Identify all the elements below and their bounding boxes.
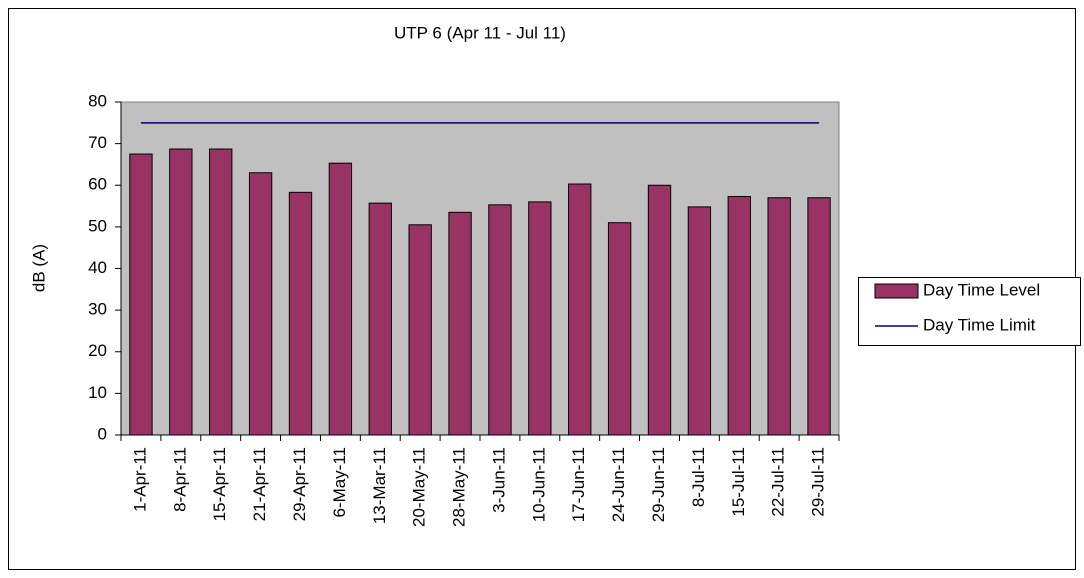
bar bbox=[209, 148, 233, 436]
x-tick-label: 8-Jul-11 bbox=[689, 447, 708, 507]
bar bbox=[129, 153, 153, 436]
x-tick-label: 3-Jun-11 bbox=[489, 447, 508, 513]
x-tick-label: 15-Jul-11 bbox=[729, 447, 748, 517]
bar bbox=[408, 224, 432, 436]
bar bbox=[288, 191, 313, 436]
bar bbox=[528, 201, 552, 436]
x-tick-label: 8-Apr-11 bbox=[170, 447, 189, 512]
y-tick-label: 70 bbox=[88, 133, 107, 152]
bar bbox=[368, 202, 392, 436]
x-tick-label: 13-Mar-11 bbox=[370, 447, 389, 524]
legend-swatch bbox=[874, 283, 919, 299]
bar bbox=[169, 148, 193, 436]
y-tick-label: 40 bbox=[88, 258, 107, 277]
bar bbox=[727, 195, 751, 436]
bar bbox=[767, 197, 791, 436]
y-tick-label: 60 bbox=[88, 175, 107, 194]
plot-area bbox=[120, 101, 840, 436]
bar bbox=[328, 162, 353, 436]
x-tick-label: 15-Apr-11 bbox=[210, 447, 229, 521]
bar bbox=[647, 184, 672, 436]
x-tick-label: 24-Jun-11 bbox=[609, 447, 628, 522]
bar bbox=[448, 211, 472, 436]
x-tick-label: 6-May-11 bbox=[330, 447, 349, 518]
bar bbox=[568, 183, 592, 436]
bar bbox=[607, 222, 632, 436]
bar bbox=[248, 172, 273, 436]
x-tick-label: 29-Jul-11 bbox=[809, 447, 828, 517]
bar bbox=[807, 197, 831, 436]
x-tick-label: 1-Apr-11 bbox=[130, 447, 149, 512]
bar bbox=[488, 204, 512, 436]
x-tick-label: 20-May-11 bbox=[410, 447, 429, 527]
x-tick-label: 29-Jun-11 bbox=[649, 447, 668, 522]
x-tick-label: 10-Jun-11 bbox=[529, 447, 548, 522]
chart-title: UTP 6 (Apr 11 - Jul 11) bbox=[394, 23, 566, 42]
legend-label: Day Time Limit bbox=[923, 315, 1036, 334]
y-tick-label: 30 bbox=[88, 300, 107, 319]
x-tick-label: 21-Apr-11 bbox=[250, 447, 269, 521]
x-tick-label: 28-May-11 bbox=[450, 447, 469, 527]
x-tick-label: 22-Jul-11 bbox=[769, 447, 788, 517]
legend-label: Day Time Level bbox=[923, 280, 1040, 299]
x-tick-label: 29-Apr-11 bbox=[290, 447, 309, 521]
x-tick-label: 17-Jun-11 bbox=[569, 447, 588, 522]
y-tick-label: 50 bbox=[88, 216, 107, 235]
y-axis-label: dB (A) bbox=[29, 244, 48, 292]
y-tick-label: 80 bbox=[88, 91, 107, 110]
y-tick-label: 10 bbox=[88, 383, 107, 402]
y-tick-label: 20 bbox=[88, 341, 107, 360]
bar bbox=[687, 206, 712, 436]
y-tick-label: 0 bbox=[98, 424, 107, 443]
